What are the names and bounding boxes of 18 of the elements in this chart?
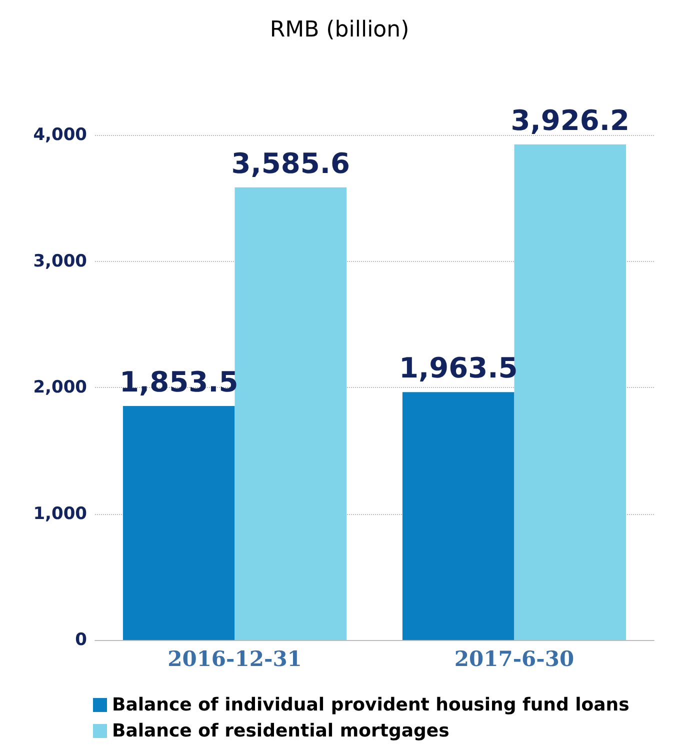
data-label: 3,585.6 [231, 146, 350, 180]
legend-label: Balance of individual provident housing fund loans [112, 694, 630, 716]
bar [402, 392, 514, 640]
x-tick-label: 2016-12-31 [168, 646, 302, 671]
y-tick-label: 3,000 [33, 251, 88, 272]
legend-label: Balance of residential mortgages [112, 720, 450, 742]
chart-title: RMB (billion) [270, 18, 410, 42]
bar [234, 187, 347, 640]
data-label: 3,926.2 [510, 104, 630, 137]
x-tick-label: 2017-6-30 [454, 646, 574, 671]
data-label: 1,853.5 [120, 365, 238, 398]
data-label: 1,963.5 [399, 352, 518, 385]
y-tick-label: 0 [75, 630, 88, 650]
y-tick-label: 2,000 [33, 378, 88, 398]
y-tick-label: 1,000 [33, 504, 88, 524]
bar [514, 144, 626, 640]
y-tick-label: 4,000 [33, 125, 88, 145]
bar [122, 406, 235, 640]
